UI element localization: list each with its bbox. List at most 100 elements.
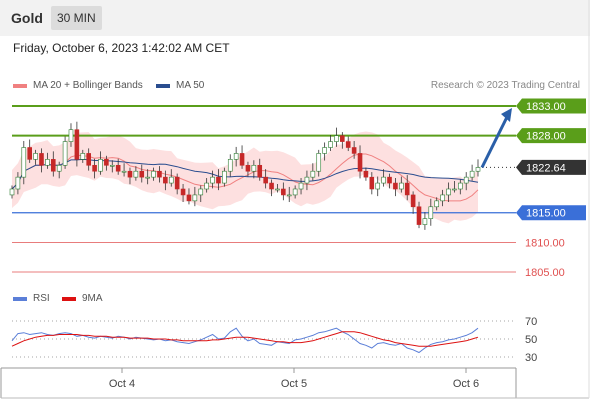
candle-down [281, 188, 286, 196]
rsi-ma-line [11, 331, 479, 347]
candle-up [399, 182, 404, 190]
candle-down [363, 170, 369, 178]
rsi-line [11, 327, 479, 354]
candle-up [452, 188, 457, 191]
level-label-1: 1828.00 [526, 131, 566, 143]
candle-up [98, 159, 103, 172]
candle-up [304, 176, 310, 184]
candle-up [68, 129, 74, 142]
timeframe-badge[interactable]: 30 MIN [51, 6, 102, 30]
level-label-2: 1822.64 [526, 162, 566, 174]
level-label-5: 1805.00 [525, 267, 565, 279]
candle-up [298, 182, 304, 190]
candle-up [440, 194, 445, 202]
candle-down [104, 159, 109, 166]
candle-down [186, 194, 192, 202]
candle-up [286, 194, 292, 197]
candle-up [251, 164, 257, 172]
candle-up [475, 167, 481, 172]
candle-down [239, 153, 245, 166]
candle-down [139, 170, 145, 178]
candle-down [245, 164, 251, 172]
candle-down [387, 176, 392, 184]
candle-up [275, 188, 280, 191]
level-label-4: 1810.00 [525, 237, 565, 249]
rsi-swatch-icon [13, 296, 27, 301]
candle-up [227, 159, 233, 172]
candle-up [334, 135, 339, 142]
candle-up [310, 170, 316, 178]
candle-up [33, 153, 38, 160]
candle-up [210, 176, 215, 184]
candle-up [375, 182, 381, 190]
rsi-level-label-0: 70 [525, 316, 537, 328]
level-tag-1 [516, 128, 586, 144]
legend-ma20: MA 20 + Bollinger Bands [13, 80, 143, 91]
candle-down [180, 188, 186, 196]
candle-down [163, 176, 168, 184]
candle-down [404, 182, 410, 196]
candle-down [416, 206, 422, 225]
legend-ma20-label: MA 20 + Bollinger Bands [33, 80, 143, 91]
candle-down [269, 182, 274, 190]
candle-down [27, 147, 32, 160]
candle-up [381, 176, 386, 184]
candle-down [393, 182, 398, 190]
legend-ma50: MA 50 [156, 80, 204, 91]
candle-up [121, 170, 127, 173]
candle-down [369, 176, 375, 190]
candle-down [340, 135, 345, 142]
candle-up [80, 153, 86, 160]
level-label-0: 1833.00 [526, 101, 566, 113]
ma20-swatch-icon [13, 83, 27, 88]
candle-down [351, 147, 357, 154]
candle-up [204, 182, 209, 190]
candle-down [74, 129, 80, 160]
rsi-ma-swatch-icon [62, 296, 76, 301]
candle-up [133, 170, 139, 178]
candle-up [446, 188, 451, 196]
candle-up [422, 218, 428, 225]
candle-up [9, 188, 15, 196]
candle-up [15, 176, 21, 190]
rsi-level-label-1: 50 [525, 334, 537, 346]
candle-up [62, 141, 68, 166]
candle-up [168, 176, 174, 184]
bollinger-band [12, 131, 478, 224]
candle-up [322, 147, 327, 154]
level-tag-0 [516, 98, 586, 114]
candle-down [115, 164, 121, 172]
candle-up [109, 164, 115, 167]
candle-down [92, 164, 97, 172]
candle-up [21, 147, 27, 178]
candle-up [45, 159, 50, 166]
datetime-label: Friday, October 6, 2023 1:42:02 AM CET [13, 41, 230, 55]
candle-down [127, 170, 133, 178]
forecast-arrow-icon [480, 114, 510, 169]
candle-up [192, 194, 198, 202]
x-tick-label-1: Oct 5 [281, 378, 307, 390]
candle-up [469, 170, 475, 178]
legend-ma50-label: MA 50 [176, 80, 205, 91]
candle-up [233, 153, 239, 160]
level-tag-2 [516, 159, 586, 175]
candle-down [216, 176, 221, 184]
candle-up [463, 176, 469, 184]
candle-up [316, 153, 322, 172]
candle-down [345, 141, 351, 148]
candle-down [50, 159, 56, 172]
candle-up [292, 188, 298, 196]
x-tick-label-2: Oct 6 [453, 378, 479, 390]
level-tag-3 [516, 205, 586, 221]
chart-header: Gold 30 MIN [0, 0, 590, 36]
candle-down [263, 176, 268, 184]
candle-up [222, 170, 227, 184]
candle-down [410, 194, 416, 208]
candle-up [151, 170, 156, 178]
candle-up [428, 206, 434, 219]
candle-up [145, 176, 150, 179]
candle-up [458, 182, 463, 190]
ma50-swatch-icon [156, 83, 170, 88]
rsi-level-label-2: 30 [525, 352, 537, 364]
